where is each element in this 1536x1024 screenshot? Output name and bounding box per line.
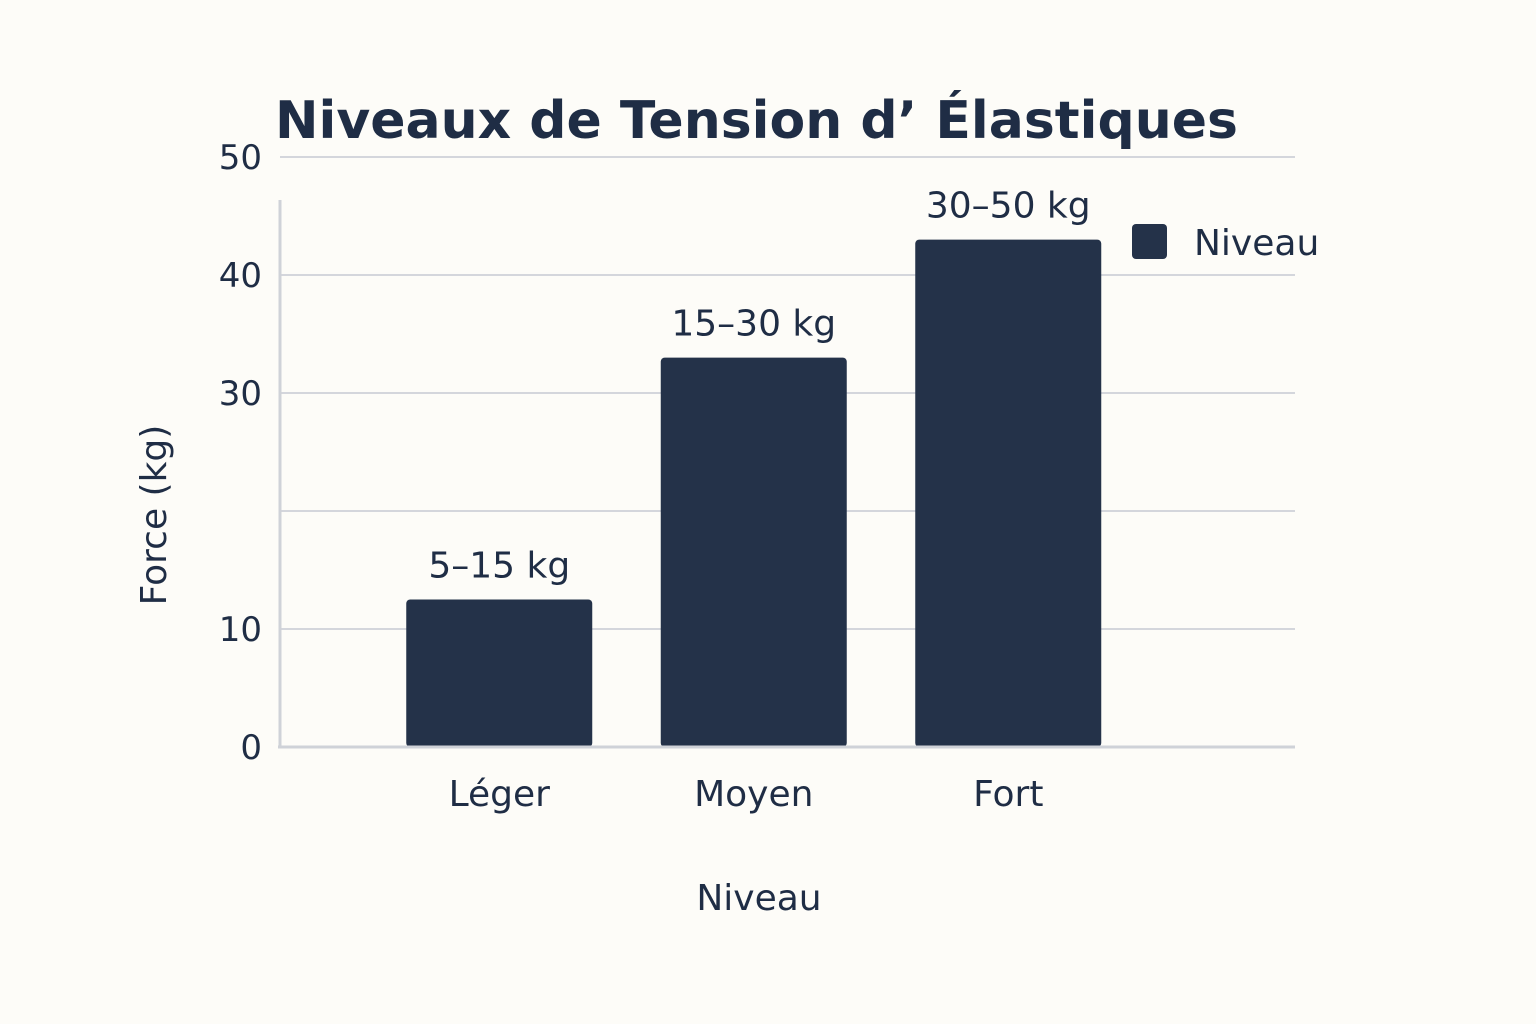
- y-axis-label: Force (kg): [134, 425, 175, 606]
- x-tick-labels: Léger Moyen Fort: [449, 774, 1044, 815]
- x-tick-label: Fort: [973, 774, 1043, 815]
- legend-label: Niveau: [1194, 223, 1319, 264]
- y-tick-label: 0: [240, 728, 262, 768]
- bar: [915, 239, 1102, 747]
- x-tick-label: Moyen: [694, 774, 813, 815]
- bar-data-label: 5–15 kg: [428, 546, 570, 587]
- data-labels: 5–15 kg 15–30 kg 30–50 kg: [428, 186, 1090, 587]
- bar-data-label: 15–30 kg: [671, 304, 836, 345]
- legend-swatch: [1132, 224, 1167, 259]
- y-tick-label: 30: [219, 374, 262, 414]
- x-tick-label: Léger: [449, 774, 551, 815]
- bar: [406, 599, 593, 747]
- bar-data-label: 30–50 kg: [926, 186, 1091, 227]
- y-tick-label: 50: [219, 138, 262, 178]
- legend: Niveau: [1132, 223, 1319, 264]
- y-tick-label: 40: [219, 256, 262, 296]
- y-tick-labels: 0 10 30 40 50: [219, 138, 262, 768]
- y-tick-label: 10: [219, 610, 262, 650]
- bar: [660, 357, 847, 747]
- bars: [406, 239, 1102, 747]
- x-axis-label: Niveau: [696, 878, 821, 919]
- chart-title: Niveaux de Tension d’ Élastiques: [275, 90, 1238, 151]
